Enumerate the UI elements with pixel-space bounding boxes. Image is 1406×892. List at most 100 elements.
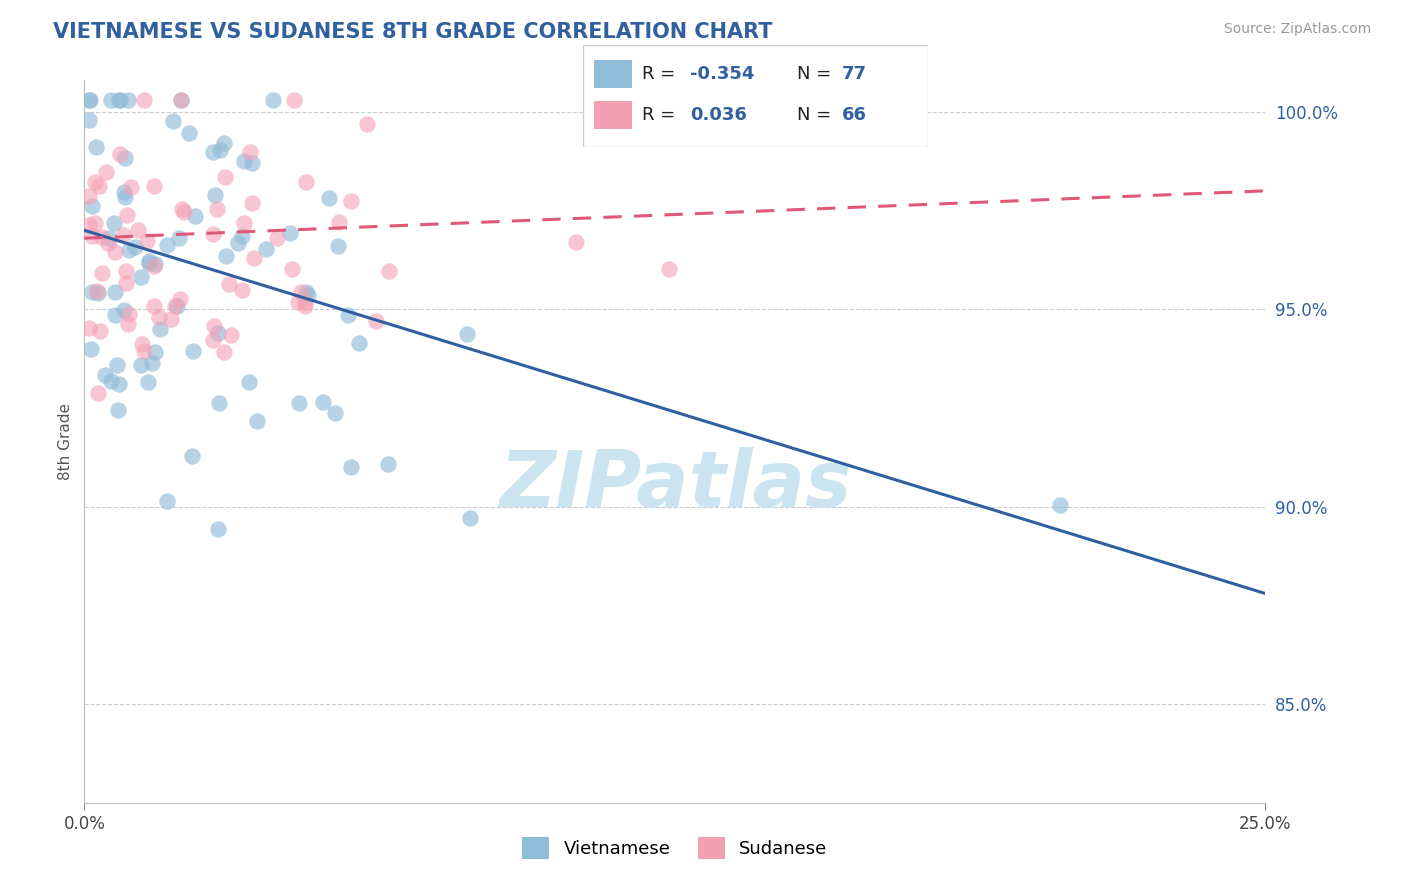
Point [202,227,225,241]
Point [278,226,301,240]
Point [160,312,183,326]
Point [135,235,157,249]
Point [118,306,141,320]
Point [77,112,100,127]
Text: -0.354: -0.354 [690,65,755,83]
Point [170,93,193,107]
Point [169,230,191,244]
Point [294,295,316,310]
Point [148,310,170,324]
Point [180,449,202,463]
Text: N =: N = [797,106,831,124]
Point [82,199,104,213]
Point [127,223,149,237]
Point [1049,498,1071,512]
Point [287,294,309,309]
Text: VIETNAMESE VS SUDANESE 8TH GRADE CORRELATION CHART: VIETNAMESE VS SUDANESE 8TH GRADE CORRELA… [53,22,773,42]
Point [86,286,108,301]
Text: R =: R = [643,65,675,83]
Point [297,288,319,302]
Point [112,185,135,199]
Point [77,219,100,233]
Point [149,322,172,336]
Text: R =: R = [643,106,675,124]
Point [143,344,166,359]
FancyBboxPatch shape [583,45,928,147]
Point [118,243,141,257]
Point [84,139,107,153]
Point [458,511,481,525]
Point [181,344,204,359]
Point [84,175,107,189]
Point [108,93,131,107]
Point [89,179,111,194]
Point [364,313,387,327]
Point [226,236,249,251]
Point [238,375,260,389]
Point [138,254,160,268]
Point [173,204,195,219]
Point [121,180,143,194]
Point [89,324,111,338]
Point [240,196,263,211]
Point [165,299,187,313]
Point [100,374,122,388]
Point [143,178,166,193]
Point [156,238,179,252]
Point [87,385,110,400]
Point [117,93,139,107]
Point [124,240,146,254]
Point [177,126,200,140]
Text: 0.036: 0.036 [690,106,747,124]
Point [105,358,128,372]
Point [103,216,125,230]
Bar [593,101,631,129]
Point [129,358,152,372]
Point [336,308,359,322]
Point [91,266,114,280]
Point [108,93,131,107]
Point [218,277,240,291]
Point [340,460,363,475]
Point [136,375,159,389]
Point [205,202,228,216]
Point [112,302,135,317]
Point [172,202,194,217]
Point [232,215,254,229]
Point [103,285,125,300]
Point [90,230,112,244]
Point [115,264,138,278]
Point [110,147,132,161]
Point [231,228,253,243]
Point [83,216,105,230]
Point [107,376,129,391]
Point [201,333,224,347]
Point [565,235,588,249]
Point [166,299,188,313]
Point [212,345,235,359]
Point [323,406,346,420]
Point [283,93,305,107]
Point [340,194,363,209]
Point [114,151,136,165]
Point [100,93,122,107]
Point [231,283,253,297]
Point [77,320,100,334]
Point [356,117,378,131]
Point [80,343,103,357]
Point [456,327,478,342]
Text: ZIPatlas: ZIPatlas [499,447,851,523]
Point [82,285,104,299]
Point [143,260,166,274]
Point [96,165,118,179]
Point [254,242,277,256]
Point [141,356,163,370]
Point [208,143,231,157]
Point [94,368,117,382]
Point [377,457,399,471]
Text: N =: N = [797,65,831,83]
Point [294,299,316,313]
Point [266,231,288,245]
Point [204,188,226,202]
Point [114,190,136,204]
